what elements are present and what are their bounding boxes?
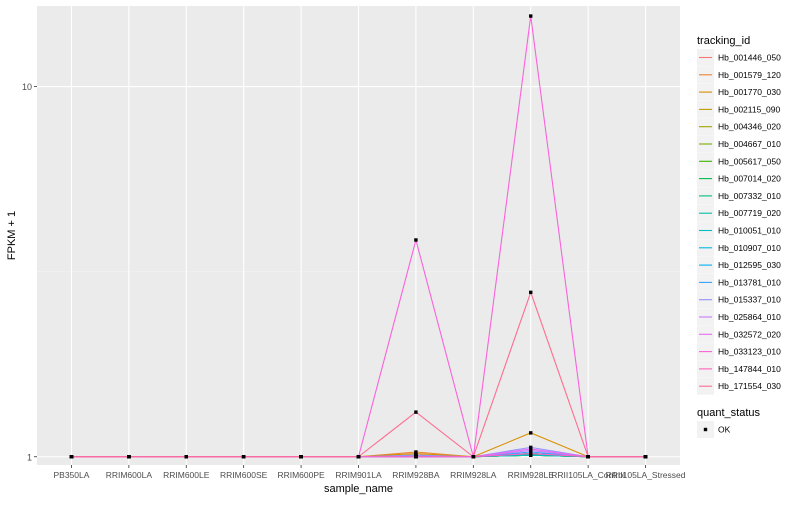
x-tick-label: RRIM928LA — [450, 470, 497, 480]
data-point — [529, 431, 533, 435]
legend-label: Hb_012595_030 — [718, 260, 781, 270]
y-tick-label: 10 — [22, 82, 32, 92]
legend-item: Hb_013781_010 — [697, 273, 781, 291]
legend-label: Hb_025864_010 — [718, 312, 781, 322]
legend-item: Hb_012595_030 — [697, 256, 781, 274]
legend-label: Hb_004667_010 — [718, 139, 781, 149]
x-axis-title: sample_name — [324, 483, 393, 495]
data-point — [529, 451, 533, 456]
data-point — [69, 455, 74, 459]
legend-item: Hb_002115_090 — [697, 100, 781, 118]
data-point — [356, 455, 361, 459]
legend-item: Hb_010051_010 — [697, 222, 781, 239]
x-tick-label: RRIM600LA — [106, 470, 153, 480]
legend-item: Hb_147844_010 — [697, 360, 781, 378]
legend-item: Hb_033123_010 — [697, 343, 781, 361]
legend-item: Hb_007332_010 — [697, 187, 781, 205]
legend-label: Hb_171554_030 — [718, 381, 781, 391]
legend-quant-status-title: quant_status — [697, 407, 760, 419]
legend: tracking_id Hb_001446_050Hb_001579_120Hb… — [697, 35, 781, 438]
data-point — [529, 290, 533, 295]
legend-item: Hb_007014_020 — [697, 170, 781, 188]
legend-title: tracking_id — [697, 35, 750, 47]
legend-item: Hb_007719_020 — [697, 204, 781, 222]
legend-quant-status-item: OK — [697, 421, 731, 438]
legend-items: Hb_001446_050 Hb_001579_120 Hb_001770_030 H… — [697, 49, 781, 395]
x-tick-label: RRIM928LE — [508, 470, 555, 480]
legend-label: OK — [718, 425, 731, 435]
legend-label: Hb_032572_020 — [718, 329, 781, 339]
legend-item: Hb_004667_010 — [697, 135, 781, 153]
legend-label: Hb_147844_010 — [718, 364, 781, 374]
legend-item: Hb_001770_030 — [697, 83, 781, 101]
data-point — [529, 447, 533, 451]
legend-label: Hb_004346_020 — [718, 122, 781, 132]
legend-label: Hb_015337_010 — [718, 295, 781, 305]
data-point — [643, 455, 648, 459]
legend-label: Hb_010907_010 — [718, 243, 781, 253]
legend-label: Hb_013781_010 — [718, 277, 781, 287]
legend-label: Hb_001446_050 — [718, 53, 781, 63]
legend-label: Hb_007719_020 — [718, 208, 781, 218]
legend-label: Hb_002115_090 — [718, 104, 781, 114]
axes: 1 10 PB350LA RRIM600LA RRIM600LE RRIM600SE RRI… — [22, 82, 686, 480]
legend-key-point — [703, 427, 708, 432]
gridlines — [37, 6, 680, 465]
x-tick-label: RRIM901LA — [335, 470, 382, 480]
legend-item: Hb_001579_120 — [697, 66, 781, 84]
data-point — [241, 455, 246, 459]
legend-item: Hb_025864_010 — [697, 308, 781, 326]
data-point — [299, 455, 303, 459]
legend-quant-status-items: OK — [697, 421, 731, 438]
legend-label: Hb_001770_030 — [718, 87, 781, 97]
legend-item: Hb_015337_010 — [697, 291, 781, 309]
legend-item: Hb_001446_050 — [697, 49, 781, 66]
legend-label: Hb_007332_010 — [718, 191, 781, 201]
data-point — [414, 455, 418, 459]
legend-label: Hb_033123_010 — [718, 347, 781, 357]
data-point — [414, 238, 418, 242]
data-point — [471, 455, 476, 459]
x-tick-label: RRIM600LE — [163, 470, 210, 480]
legend-label: Hb_007014_020 — [718, 174, 781, 184]
legend-item: Hb_005617_050 — [697, 152, 781, 170]
legend-label: Hb_001579_120 — [718, 70, 781, 80]
legend-item: Hb_010907_010 — [697, 239, 781, 257]
y-axis-title: FPKM + 1 — [6, 211, 18, 260]
x-tick-label: RRII105LA_Stressed — [606, 470, 686, 480]
legend-item: Hb_004346_020 — [697, 118, 781, 136]
x-tick-label: RRII105LA_Control — [551, 470, 625, 480]
data-point — [586, 455, 590, 459]
x-tick-label: RRIM600SE — [220, 470, 268, 480]
data-point — [127, 455, 131, 459]
x-tick-label: RRIM928BA — [392, 470, 440, 480]
data-point — [414, 410, 418, 414]
x-tick-label: PB350LA — [53, 470, 89, 480]
legend-item: Hb_171554_030 — [697, 377, 781, 395]
y-tick-label: 1 — [27, 452, 32, 462]
legend-item: Hb_032572_020 — [697, 325, 781, 343]
legend-label: Hb_005617_050 — [718, 156, 781, 166]
data-points — [69, 14, 648, 459]
x-tick-label: RRIM600PE — [277, 470, 325, 480]
data-point — [184, 455, 188, 459]
data-point — [529, 14, 533, 18]
legend-label: Hb_010051_010 — [718, 226, 781, 236]
